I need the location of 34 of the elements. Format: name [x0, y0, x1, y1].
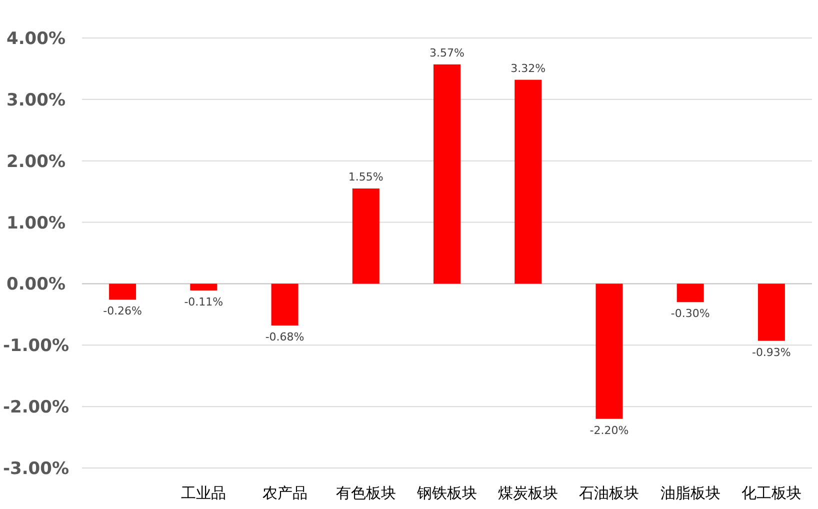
bar	[596, 284, 623, 419]
x-tick-label: 工业品	[181, 484, 226, 502]
data-label: -0.26%	[103, 304, 142, 318]
x-tick-label: 煤炭板块	[498, 484, 558, 502]
y-tick-label: -2.00%	[2, 398, 70, 418]
bar	[758, 284, 785, 341]
x-tick-label: 石油板块	[579, 484, 640, 502]
data-label: 3.57%	[430, 46, 464, 60]
bar	[676, 284, 704, 302]
x-tick-label: 油脂板块	[660, 484, 720, 502]
data-label: -0.30%	[670, 307, 710, 320]
data-label: -0.11%	[184, 295, 224, 308]
y-tick-label: 4.00%	[6, 29, 66, 49]
bar	[514, 80, 542, 284]
x-tick-label: 化工板块	[741, 484, 802, 502]
y-tick-label: 2.00%	[6, 152, 66, 172]
x-tick-label: 有色板块	[336, 484, 396, 502]
data-label: -0.68%	[265, 330, 304, 344]
y-tick-label: 3.00%	[6, 90, 66, 110]
x-tick-label: 农产品	[262, 484, 308, 502]
bar	[434, 64, 460, 284]
y-tick-label: -3.00%	[2, 459, 70, 479]
data-label: -0.93%	[752, 346, 791, 359]
data-label: 3.32%	[510, 62, 546, 75]
y-tick-label: -1.00%	[2, 336, 70, 356]
bar	[271, 284, 298, 326]
y-tick-label: 0.00%	[6, 274, 66, 295]
data-label: -2.20%	[590, 424, 629, 437]
y-tick-label: 1.00%	[6, 213, 66, 234]
bar	[190, 284, 218, 290]
x-tick-label: 钢铁板块	[416, 484, 477, 502]
data-label: 1.55%	[348, 170, 384, 184]
bar	[109, 284, 136, 300]
bar	[352, 188, 380, 284]
